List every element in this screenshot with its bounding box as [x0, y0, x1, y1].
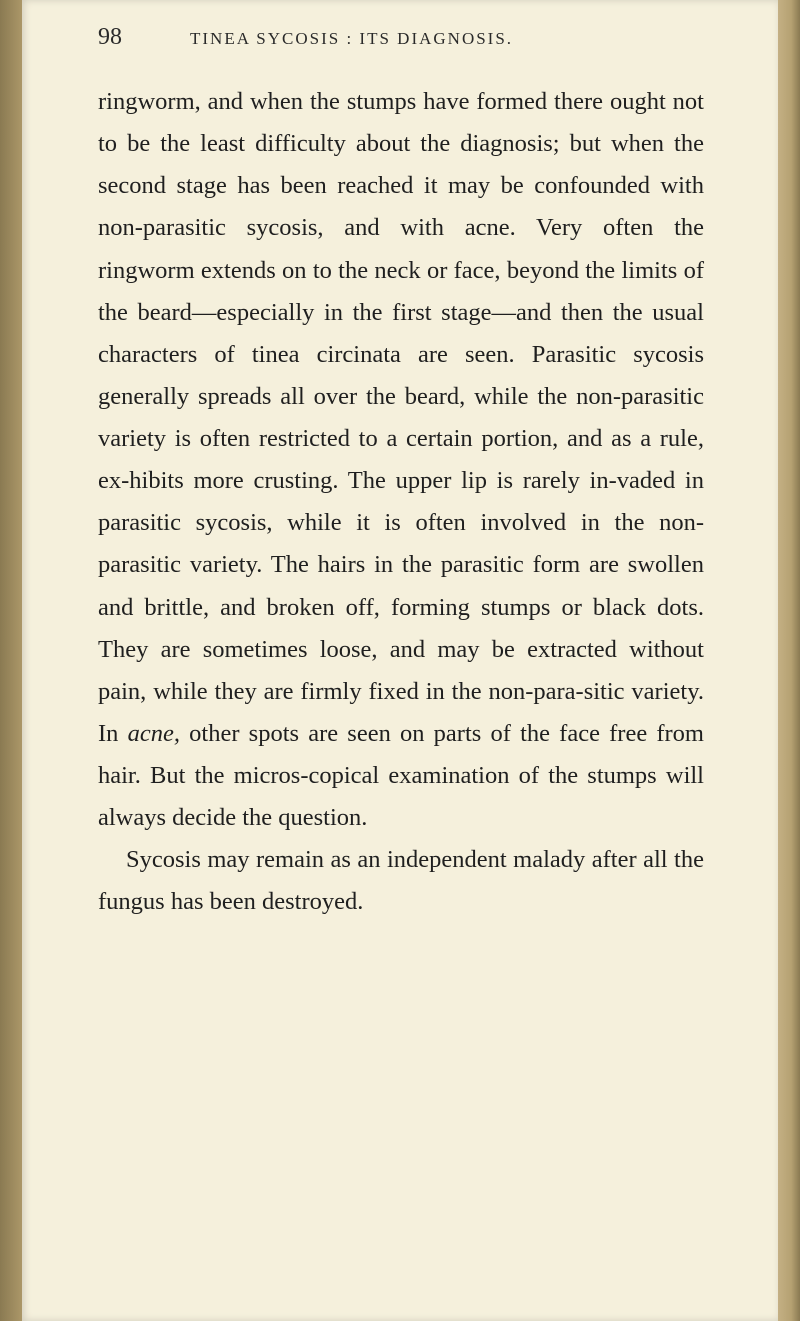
page-header: 98 TINEA SYCOSIS : ITS DIAGNOSIS. [98, 24, 704, 51]
book-spine-shadow [0, 0, 22, 1321]
body-paragraph-2: Sycosis may remain as an independent mal… [98, 839, 704, 923]
p1-text-part2: other spots are seen on parts of the fac… [98, 720, 704, 831]
book-right-edge [778, 0, 800, 1321]
book-page: 98 TINEA SYCOSIS : ITS DIAGNOSIS. ringwo… [22, 0, 778, 1321]
body-paragraph-1: ringworm, and when the stumps have forme… [98, 81, 704, 839]
p1-italic-acne: acne, [128, 720, 180, 747]
page-number: 98 [98, 24, 122, 51]
running-title: TINEA SYCOSIS : ITS DIAGNOSIS. [190, 29, 513, 49]
p1-text-part1: ringworm, and when the stumps have forme… [98, 88, 704, 747]
